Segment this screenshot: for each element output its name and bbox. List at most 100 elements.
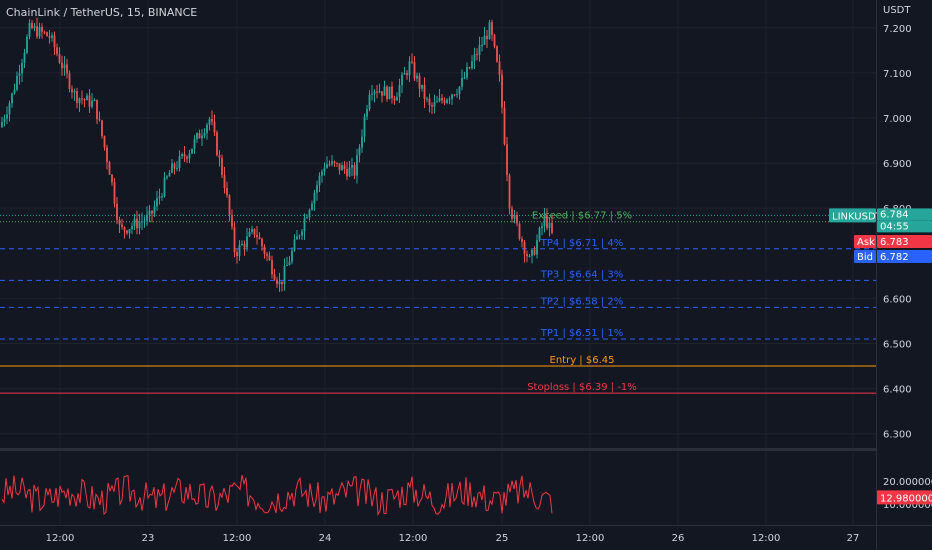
candle-body[interactable]	[491, 22, 493, 35]
candle-body[interactable]	[548, 222, 551, 228]
candle-body[interactable]	[91, 100, 93, 107]
candle-body[interactable]	[428, 98, 431, 106]
candle-body[interactable]	[473, 54, 476, 62]
candle-body[interactable]	[456, 94, 458, 96]
candle-body[interactable]	[151, 210, 153, 214]
candle-body[interactable]	[488, 22, 491, 40]
candle-body[interactable]	[286, 264, 288, 266]
candle-body[interactable]	[263, 246, 266, 254]
candle-body[interactable]	[56, 47, 58, 54]
candle-body[interactable]	[281, 281, 283, 284]
candle-body[interactable]	[348, 167, 351, 177]
candle-body[interactable]	[433, 102, 436, 107]
candle-body[interactable]	[466, 67, 468, 78]
candle-body[interactable]	[338, 163, 341, 171]
candle-body[interactable]	[478, 44, 481, 56]
candle-body[interactable]	[68, 73, 71, 89]
candle-body[interactable]	[243, 243, 246, 248]
candle-body[interactable]	[176, 167, 178, 169]
candle-body[interactable]	[363, 116, 366, 137]
candle-body[interactable]	[373, 91, 376, 94]
candle-body[interactable]	[136, 218, 138, 229]
candle-body[interactable]	[423, 84, 426, 100]
candle-body[interactable]	[463, 77, 466, 79]
candle-body[interactable]	[208, 118, 211, 125]
candle-body[interactable]	[238, 244, 241, 257]
candle-body[interactable]	[33, 26, 36, 29]
candle-body[interactable]	[283, 265, 286, 284]
indicator-pane[interactable]: 20.000000 10.000000	[1, 474, 932, 517]
candle-body[interactable]	[48, 36, 51, 38]
candle-body[interactable]	[23, 52, 26, 63]
candle-body[interactable]	[213, 121, 216, 133]
candle-body[interactable]	[1, 121, 3, 128]
candle-body[interactable]	[98, 119, 101, 121]
candle-body[interactable]	[346, 169, 348, 177]
candle-body[interactable]	[93, 99, 96, 101]
candle-body[interactable]	[126, 230, 128, 234]
candle-body[interactable]	[383, 86, 386, 96]
candle-body[interactable]	[378, 91, 381, 93]
candle-body[interactable]	[121, 224, 123, 227]
candle-body[interactable]	[336, 162, 338, 164]
candle-body[interactable]	[533, 249, 536, 255]
candle-body[interactable]	[6, 114, 8, 119]
candle-body[interactable]	[8, 103, 11, 115]
candle-body[interactable]	[161, 196, 163, 198]
candle-body[interactable]	[531, 249, 533, 256]
candle-body[interactable]	[116, 203, 118, 220]
candle-body[interactable]	[288, 261, 291, 265]
candle-body[interactable]	[543, 215, 546, 227]
candle-body[interactable]	[123, 226, 126, 231]
candle-body[interactable]	[526, 254, 528, 257]
candle-body[interactable]	[296, 236, 298, 240]
candle-body[interactable]	[131, 226, 133, 230]
candle-body[interactable]	[358, 147, 361, 156]
candle-body[interactable]	[501, 74, 503, 108]
candle-body[interactable]	[158, 196, 161, 199]
candle-body[interactable]	[388, 86, 391, 100]
candle-body[interactable]	[361, 136, 363, 148]
candle-body[interactable]	[143, 220, 146, 222]
candle-body[interactable]	[331, 161, 333, 165]
candle-body[interactable]	[438, 97, 441, 102]
candle-body[interactable]	[38, 26, 41, 37]
candle-body[interactable]	[53, 35, 56, 48]
candle-body[interactable]	[276, 279, 278, 284]
candle-body[interactable]	[66, 64, 68, 74]
candle-body[interactable]	[233, 226, 236, 253]
candle-body[interactable]	[266, 253, 268, 256]
candle-body[interactable]	[416, 75, 418, 79]
candle-body[interactable]	[88, 95, 91, 107]
candle-body[interactable]	[18, 73, 21, 76]
candle-body[interactable]	[253, 228, 256, 235]
candles[interactable]	[1, 17, 553, 292]
candle-body[interactable]	[173, 163, 176, 169]
candle-body[interactable]	[536, 240, 538, 255]
candle-body[interactable]	[453, 94, 456, 96]
candle-body[interactable]	[43, 31, 46, 33]
candle-body[interactable]	[443, 100, 446, 103]
candle-body[interactable]	[103, 136, 106, 148]
candle-body[interactable]	[3, 118, 6, 122]
candle-body[interactable]	[418, 75, 421, 89]
candle-body[interactable]	[16, 75, 18, 90]
candle-body[interactable]	[58, 53, 61, 63]
candle-body[interactable]	[96, 99, 98, 120]
candle-body[interactable]	[476, 54, 478, 56]
candle-body[interactable]	[171, 163, 173, 173]
candle-body[interactable]	[446, 99, 448, 103]
time-axis[interactable]: 12:00 23 12:00 24 12:00 25 12:00 26 12:00 27	[46, 533, 860, 544]
candle-body[interactable]	[546, 215, 548, 228]
candle-body[interactable]	[391, 86, 393, 99]
candle-body[interactable]	[111, 174, 113, 183]
candle-body[interactable]	[398, 85, 401, 97]
candle-body[interactable]	[451, 94, 453, 99]
candle-body[interactable]	[541, 226, 543, 229]
candle-body[interactable]	[71, 88, 73, 93]
candle-body[interactable]	[468, 67, 471, 69]
candle-body[interactable]	[78, 98, 81, 104]
candle-body[interactable]	[28, 23, 31, 37]
candle-body[interactable]	[113, 182, 116, 204]
candle-body[interactable]	[538, 228, 541, 241]
